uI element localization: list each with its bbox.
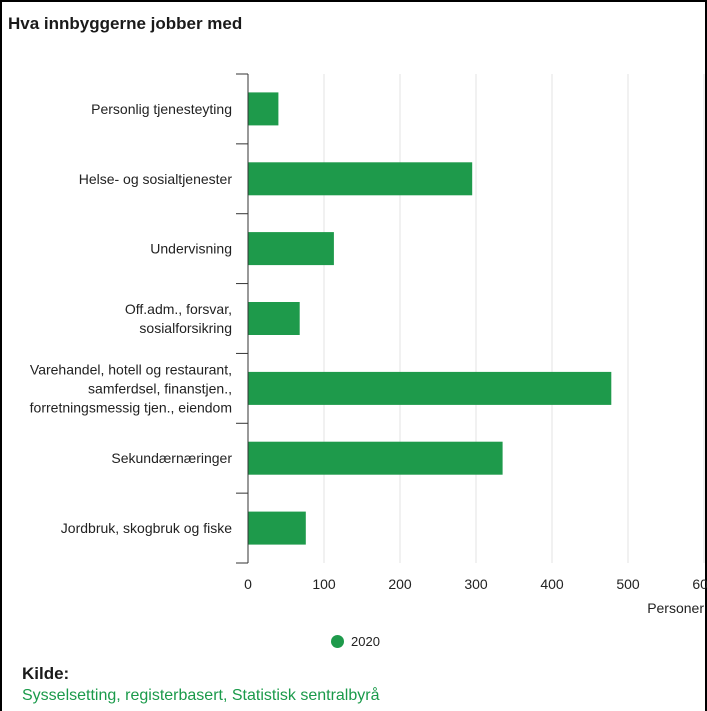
x-tick-label-0: 0	[244, 576, 252, 592]
category-label-0: Personlig tjenesteyting	[91, 101, 232, 117]
x-tick-label-4: 400	[540, 576, 564, 592]
x-tick-label-5: 500	[616, 576, 640, 592]
x-tick-label-6: 600	[692, 576, 707, 592]
bar-2[interactable]	[248, 232, 334, 266]
category-label-4: Varehandel, hotell og restaurant, samferd…	[30, 361, 232, 415]
bar-5[interactable]	[248, 441, 503, 475]
x-tick-label-1: 100	[312, 576, 336, 592]
bar-4[interactable]	[248, 371, 612, 405]
category-label-3: Off.adm., forsvar, sosialforsikring	[125, 301, 232, 336]
x-tick-label-3: 300	[464, 576, 488, 592]
source-link[interactable]: Sysselsetting, registerbasert, Statistis…	[22, 687, 380, 704]
bar-chart: Personlig tjenesteyting Helse- og sosialt…	[30, 73, 707, 616]
category-label-1: Helse- og sosialtjenester	[79, 171, 233, 187]
chart-title: Hva innbyggerne jobber med	[8, 14, 243, 33]
legend[interactable]: 2020	[331, 634, 380, 649]
bar-1[interactable]	[248, 162, 473, 196]
bar-0[interactable]	[248, 92, 279, 126]
bar-3[interactable]	[248, 302, 300, 335]
legend-swatch	[331, 635, 344, 648]
bar-6[interactable]	[248, 511, 306, 545]
source-heading: Kilde:	[22, 664, 70, 683]
category-label-5: Sekundærnæringer	[111, 450, 232, 466]
legend-label: 2020	[351, 634, 380, 649]
category-label-6: Jordbruk, skogbruk og fiske	[61, 520, 232, 536]
x-axis-label: Personer	[647, 600, 704, 616]
x-tick-label-2: 200	[388, 576, 412, 592]
category-label-2: Undervisning	[150, 241, 232, 257]
